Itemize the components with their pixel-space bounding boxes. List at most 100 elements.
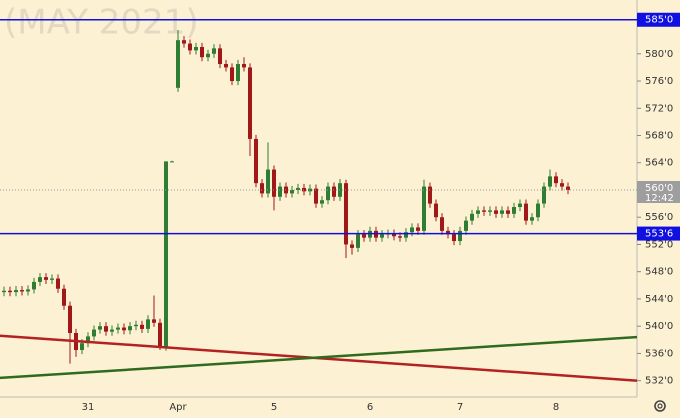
y-tick-label: 544'0 [645,294,673,305]
candle-body [200,46,204,58]
candle-body [296,187,300,190]
candle-body [182,40,186,44]
candle-body [170,161,174,163]
candle-body [512,207,516,214]
candle-body [380,234,384,238]
candle-body [332,186,336,197]
candle-body [452,234,456,242]
candle-body [344,183,348,245]
horizontal-line-box [637,12,680,27]
candle-body [320,200,324,204]
candle-body [20,290,24,292]
candle-body [68,305,72,333]
candle-body [152,319,156,323]
candle-body [440,217,444,231]
candle-body [470,213,474,221]
candle-body [410,227,414,233]
candle-body [290,189,294,194]
x-tick-label: 5 [271,402,277,413]
candle-body [494,210,498,214]
candle-body [14,290,18,293]
candle-body [566,186,570,190]
candle-body [536,203,540,218]
y-tick-label: 568'0 [645,131,673,142]
horizontal-line-label: 585'0 [645,15,673,26]
y-tick-label: 572'0 [645,103,673,114]
candle-body [446,230,450,235]
candle-body [500,210,504,214]
candle-body [194,46,198,51]
candle-body [218,48,222,65]
candle-body [8,290,12,293]
x-tick-label: 6 [367,402,373,413]
candle-body [230,67,234,82]
y-tick-label: 548'0 [645,267,673,278]
candle-body [80,343,84,351]
y-tick-label: 564'0 [645,158,673,169]
candle-body [314,188,318,204]
y-tick-label: 536'0 [645,348,673,359]
candle-body [2,290,6,293]
candle-body [158,322,162,347]
candle-body [416,227,420,231]
candle-body [44,277,48,280]
candle-body [188,43,192,51]
candle-body [506,210,510,214]
candle-body [530,217,534,221]
candle-body [116,327,120,330]
candle-body [266,169,270,194]
candle-body [554,176,558,184]
trend-line [0,335,638,380]
candle-body [254,138,258,184]
candle-body [392,233,396,237]
candle-body [236,64,240,82]
countdown: 12:42 [645,193,674,204]
y-tick-label: 532'0 [645,376,673,387]
x-tick-label: 8 [553,402,559,413]
candle-body [110,329,114,332]
candle-body [56,278,60,289]
candle-body [92,329,96,337]
candle-body [398,236,402,238]
x-tick-label: 7 [457,402,463,413]
candle-body [548,176,552,187]
y-tick-label: 556'0 [645,212,673,223]
candle-body [140,324,144,329]
candle-body [260,183,264,194]
candle-body [164,161,168,347]
last-price-box [637,180,680,203]
candle-body [434,203,438,218]
horizontal-line-box [637,226,680,241]
candle-body [524,203,528,221]
candle-body [122,327,126,331]
candle-body [212,48,216,54]
candle-body [464,220,468,231]
candle-body [422,186,426,231]
candle-body [206,53,210,58]
settings-icon[interactable] [654,400,666,412]
candle-body [356,234,360,248]
candle-body [26,289,30,292]
candle-body [242,64,246,68]
candle-body [428,186,432,204]
candle-body [326,186,330,201]
candle-body [134,324,138,327]
y-tick-label: 576'0 [645,76,673,87]
candle-body [404,232,408,238]
candle-body [458,230,462,242]
candle-body [32,281,36,290]
y-tick-label: 540'0 [645,321,673,332]
candle-body [86,336,90,344]
watermark: (MAY 2021) [4,3,199,43]
candle-body [518,203,522,208]
x-tick-label: 31 [82,402,95,413]
candle-body [50,278,54,280]
candle-body [476,210,480,214]
candle-body [560,183,564,187]
candle-body [62,288,66,306]
candle-body [98,326,102,330]
candle-body [38,277,42,282]
candle-body [128,326,132,331]
